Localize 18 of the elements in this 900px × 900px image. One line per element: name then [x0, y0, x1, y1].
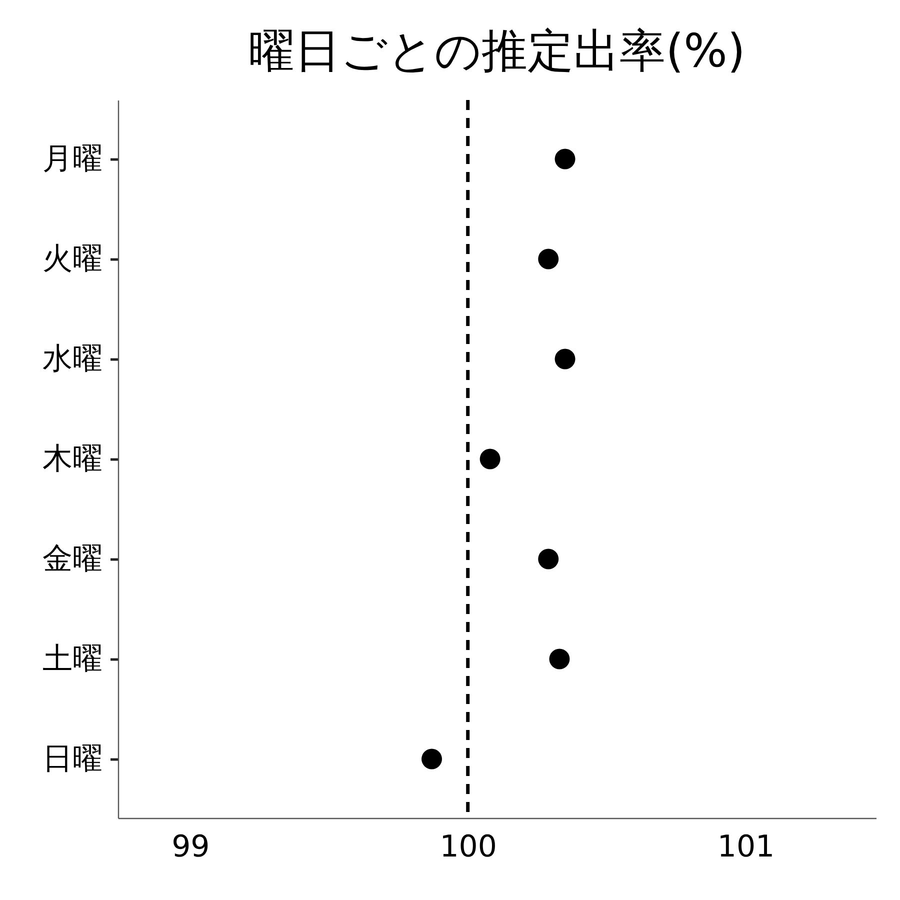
point: [538, 548, 559, 570]
point: [422, 748, 442, 770]
y-tick-label: 土曜: [42, 642, 102, 676]
point: [480, 448, 500, 470]
x-tick-label: 101: [717, 830, 775, 864]
y-tick-label: 金曜: [42, 542, 102, 576]
point: [554, 148, 576, 170]
point: [549, 648, 570, 670]
x-tick-label: 99: [172, 830, 210, 864]
point: [538, 248, 559, 270]
y-tick-label: 日曜: [42, 742, 102, 776]
chart-title: 曜日ごとの推定出率(%): [248, 23, 746, 78]
y-tick-label: 月曜: [42, 142, 102, 176]
y-tick-label: 火曜: [42, 242, 102, 276]
point: [554, 348, 576, 370]
y-tick-label: 木曜: [42, 442, 102, 476]
y-tick-label: 水曜: [42, 342, 102, 376]
x-tick-label: 100: [440, 830, 497, 864]
